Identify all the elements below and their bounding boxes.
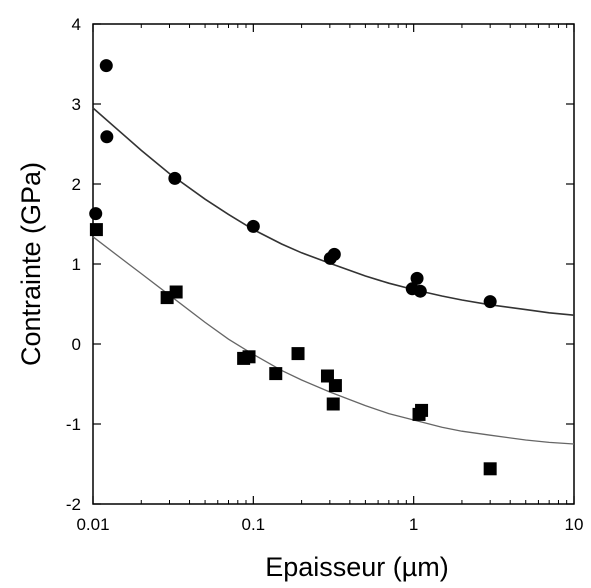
fit-curve-1 [92,107,575,316]
circle-point [410,271,424,285]
circle-point [246,219,260,233]
axis-ticks [92,23,575,505]
y-tick-label: -1 [66,415,81,434]
circle-point [99,59,113,73]
circle-point [483,295,497,309]
circle-point [327,247,341,261]
square-point [415,403,429,417]
x-tick-label: 10 [565,515,584,534]
square-point [328,379,342,393]
y-tick-label: 4 [72,15,81,34]
x-tick-label: 0.1 [242,515,266,534]
fit-curves [92,107,575,445]
circle-point [413,284,427,298]
y-axis-title: Contrainte (GPa) [16,162,46,366]
y-tick-label: 1 [72,255,81,274]
square-point [89,223,103,237]
y-tick-label: 2 [72,175,81,194]
x-tick-label: 0.01 [76,515,109,534]
circle-point [168,171,182,185]
circle-point [100,130,114,144]
x-tick-label: 1 [409,515,418,534]
data-points [89,59,497,476]
square-point [269,367,283,381]
tick-labels: 0.01 0.1 1 10 -2 -1 0 1 2 3 4 [66,15,584,534]
circle-point [89,207,103,221]
y-tick-label: 0 [72,335,81,354]
square-point [326,397,340,411]
square-point [483,462,497,476]
square-point [169,285,183,299]
y-tick-label: -2 [66,495,81,514]
y-tick-label: 3 [72,95,81,114]
square-point [291,347,305,361]
x-axis-title: Epaisseur (µm) [265,552,449,582]
square-point [242,350,256,364]
fit-curve-2 [92,236,575,445]
